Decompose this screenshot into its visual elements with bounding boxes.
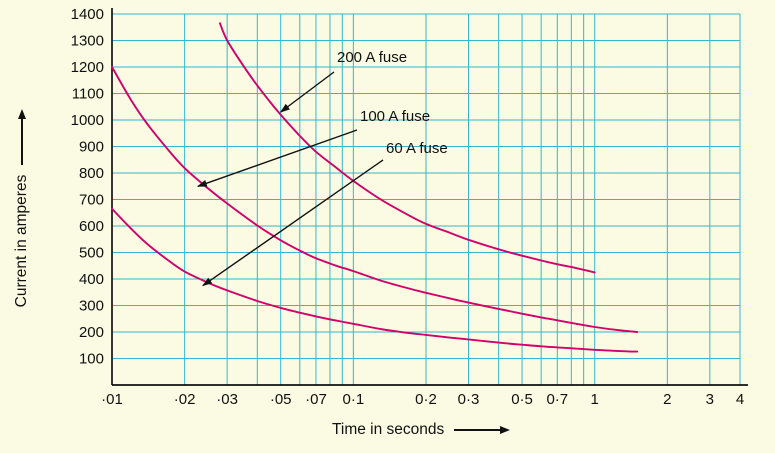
y-tick-label: 1000 (71, 112, 104, 129)
x-tick-label: 1 (591, 391, 599, 408)
y-tick-label: 1100 (72, 86, 104, 103)
arrow-line (454, 429, 501, 431)
x-tick-label: 4 (736, 391, 744, 408)
curve-60-a-fuse (111, 207, 639, 353)
x-tick-label: 2 (663, 391, 671, 408)
y-axis-label-text: Current in amperes (13, 174, 30, 308)
arrow-head (500, 426, 511, 434)
y-tick-label: 900 (79, 139, 104, 156)
annotation-arrow (202, 159, 384, 287)
x-tick-label: 0·3 (458, 391, 480, 408)
y-tick-label: 300 (79, 298, 104, 315)
curve-100-a-fuse (111, 66, 639, 333)
y-tick-label: 100 (79, 351, 104, 368)
annotation-arrow (196, 129, 358, 187)
right-arrow-icon (454, 426, 511, 434)
y-tick-label: 200 (79, 324, 104, 341)
y-tick-label: 1300 (71, 33, 104, 50)
y-tick-label: 800 (79, 165, 104, 182)
x-tick-label: ·01 (101, 391, 123, 408)
y-tick-label: 500 (79, 245, 104, 262)
y-tick-label: 600 (79, 218, 104, 235)
y-tick-label: 1400 (71, 6, 104, 23)
y-axis-label: Current in amperes (13, 58, 31, 358)
x-tick-label: ·02 (174, 391, 196, 408)
x-tick-label: ·07 (305, 391, 327, 408)
x-tick-label: 3 (706, 391, 714, 408)
arrow-line (21, 118, 23, 165)
x-axis-label: Time in seconds (332, 421, 511, 439)
y-tick-label: 1200 (71, 59, 104, 76)
y-tick-label: 400 (79, 271, 104, 288)
up-arrow-icon (18, 108, 26, 165)
x-tick-label: 0·2 (415, 391, 437, 408)
y-tick-label: 700 (79, 192, 104, 209)
annotation-arrow (279, 71, 335, 113)
x-tick-label: 0·5 (511, 391, 533, 408)
annotation-label: 100 A fuse (360, 108, 431, 125)
x-tick-label: 0·7 (546, 391, 568, 408)
x-tick-label: ·03 (216, 391, 238, 408)
x-tick-label: ·05 (270, 391, 292, 408)
annotation-label: 60 A fuse (386, 140, 448, 157)
x-tick-label: 0·1 (343, 391, 365, 408)
arrow-head (18, 108, 26, 119)
x-axis-label-text: Time in seconds (332, 421, 445, 438)
curve-200-a-fuse (218, 22, 596, 274)
annotation-label: 200 A fuse (337, 49, 408, 66)
